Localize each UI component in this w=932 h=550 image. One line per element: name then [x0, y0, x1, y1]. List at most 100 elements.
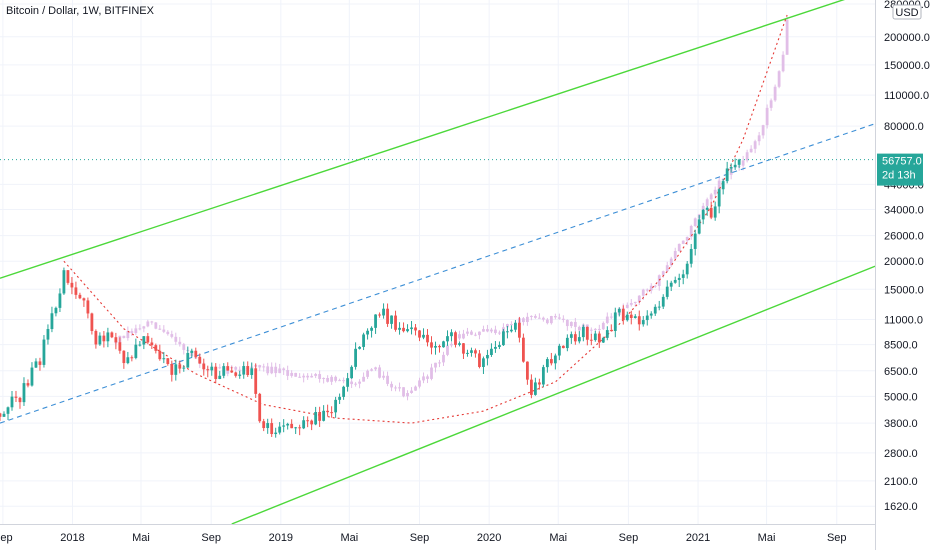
candle-up — [545, 359, 549, 368]
candle-up — [138, 344, 142, 346]
candles[interactable] — [0, 158, 741, 438]
candle-down — [230, 370, 234, 373]
candle-up — [222, 366, 226, 376]
candle-down — [637, 316, 641, 325]
time-tick-label: Sep — [619, 532, 639, 544]
candle-down — [214, 366, 218, 379]
candle-down — [194, 350, 198, 357]
price-tick-label: 2800.0 — [884, 448, 918, 460]
ghost-candle — [450, 343, 453, 346]
candle-down — [166, 358, 170, 364]
time-tick-label: Sep — [0, 532, 13, 544]
candle-up — [342, 386, 346, 397]
ghost-candle — [462, 333, 465, 339]
ghost-candle — [314, 374, 318, 376]
candle-down — [158, 350, 162, 360]
ghost-candle — [545, 319, 549, 324]
candle-up — [374, 314, 377, 328]
candle-up — [613, 312, 617, 331]
ghost-candle — [294, 372, 298, 377]
chart-title: Bitcoin / Dollar, 1W, BITFINEX — [6, 5, 155, 17]
ghost-candle — [402, 387, 405, 397]
candle-up — [641, 320, 645, 325]
candle-up — [633, 316, 637, 318]
time-axis[interactable]: Sep 2018 Mai Sep 2019 Mai Sep 2020 Mai Sep 2021 Mai… — [0, 532, 847, 544]
ghost-candle — [553, 315, 557, 318]
ghost-candle — [334, 376, 338, 381]
ghost-candle — [633, 301, 637, 303]
ghost-candle — [394, 387, 397, 389]
ghost-candle — [498, 332, 501, 334]
candle-down — [262, 421, 266, 429]
candle-up — [106, 332, 110, 342]
time-tick-label: 2020 — [477, 532, 501, 544]
candle-down — [146, 336, 150, 343]
candle-down — [529, 379, 533, 395]
candle-down — [18, 397, 22, 403]
ghost-candle — [122, 335, 126, 339]
ghost-candle — [414, 386, 417, 391]
candle-up — [605, 330, 609, 338]
ghost-candle — [741, 160, 745, 166]
candle-down — [74, 287, 78, 295]
candle-up — [705, 207, 709, 210]
candle-down — [70, 282, 74, 288]
candle-up — [498, 345, 501, 347]
candle-down — [226, 366, 230, 371]
candle-up — [190, 350, 194, 353]
candle-down — [86, 300, 90, 314]
last-price-badge: 56757.0 2d 13h — [877, 153, 923, 186]
ghost-candle — [342, 380, 346, 382]
candle-down — [518, 322, 521, 338]
ghost-candle — [182, 344, 186, 350]
ghost-candle — [609, 316, 613, 318]
ghost-candle — [290, 372, 294, 376]
ghost-candle — [398, 387, 401, 389]
candle-up — [645, 315, 649, 321]
ghost-candle — [174, 336, 178, 342]
ghost-candle — [310, 375, 314, 378]
ghost-candle — [689, 226, 693, 237]
ghost-candle — [134, 328, 138, 334]
price-tick-label: 11000.0 — [884, 315, 923, 327]
price-axis[interactable]: 280000.0200000.0150000.0110000.080000.04… — [884, 0, 930, 513]
candle-up — [346, 378, 350, 387]
trend-lines[interactable] — [0, 0, 876, 525]
candle-down — [378, 314, 381, 316]
candle-up — [725, 168, 729, 182]
time-tick-label: Mai — [132, 532, 150, 544]
candle-up — [721, 181, 725, 190]
candle-up — [22, 383, 26, 403]
candle-up — [46, 329, 50, 340]
candle-up — [286, 423, 290, 426]
ghost-candle — [474, 334, 477, 336]
channel-lower-line — [231, 265, 876, 525]
ghost-candle — [561, 318, 565, 320]
candle-down — [418, 330, 421, 338]
candle-up — [557, 345, 561, 356]
candle-up — [294, 427, 298, 429]
currency-badge[interactable]: USD — [892, 4, 922, 20]
ghost-candle — [418, 380, 421, 387]
candle-up — [565, 337, 569, 349]
candle-down — [330, 412, 334, 414]
ghost-candle — [713, 189, 717, 195]
candle-down — [130, 357, 134, 359]
candle-down — [609, 330, 613, 332]
ghost-candle — [745, 152, 749, 161]
ghost-candle — [525, 316, 529, 323]
candle-up — [693, 233, 697, 249]
candle-down — [474, 350, 477, 354]
candle-up — [134, 344, 138, 358]
candle-up — [218, 375, 222, 379]
candle-up — [98, 335, 102, 345]
price-tick-label: 1620.0 — [884, 501, 918, 513]
candle-down — [234, 372, 238, 376]
candle-down — [198, 356, 202, 364]
ghost-candle — [605, 316, 609, 323]
candle-up — [458, 343, 461, 345]
ghost-candle — [510, 324, 513, 326]
candle-up — [617, 308, 621, 313]
currency-label: USD — [895, 7, 918, 19]
